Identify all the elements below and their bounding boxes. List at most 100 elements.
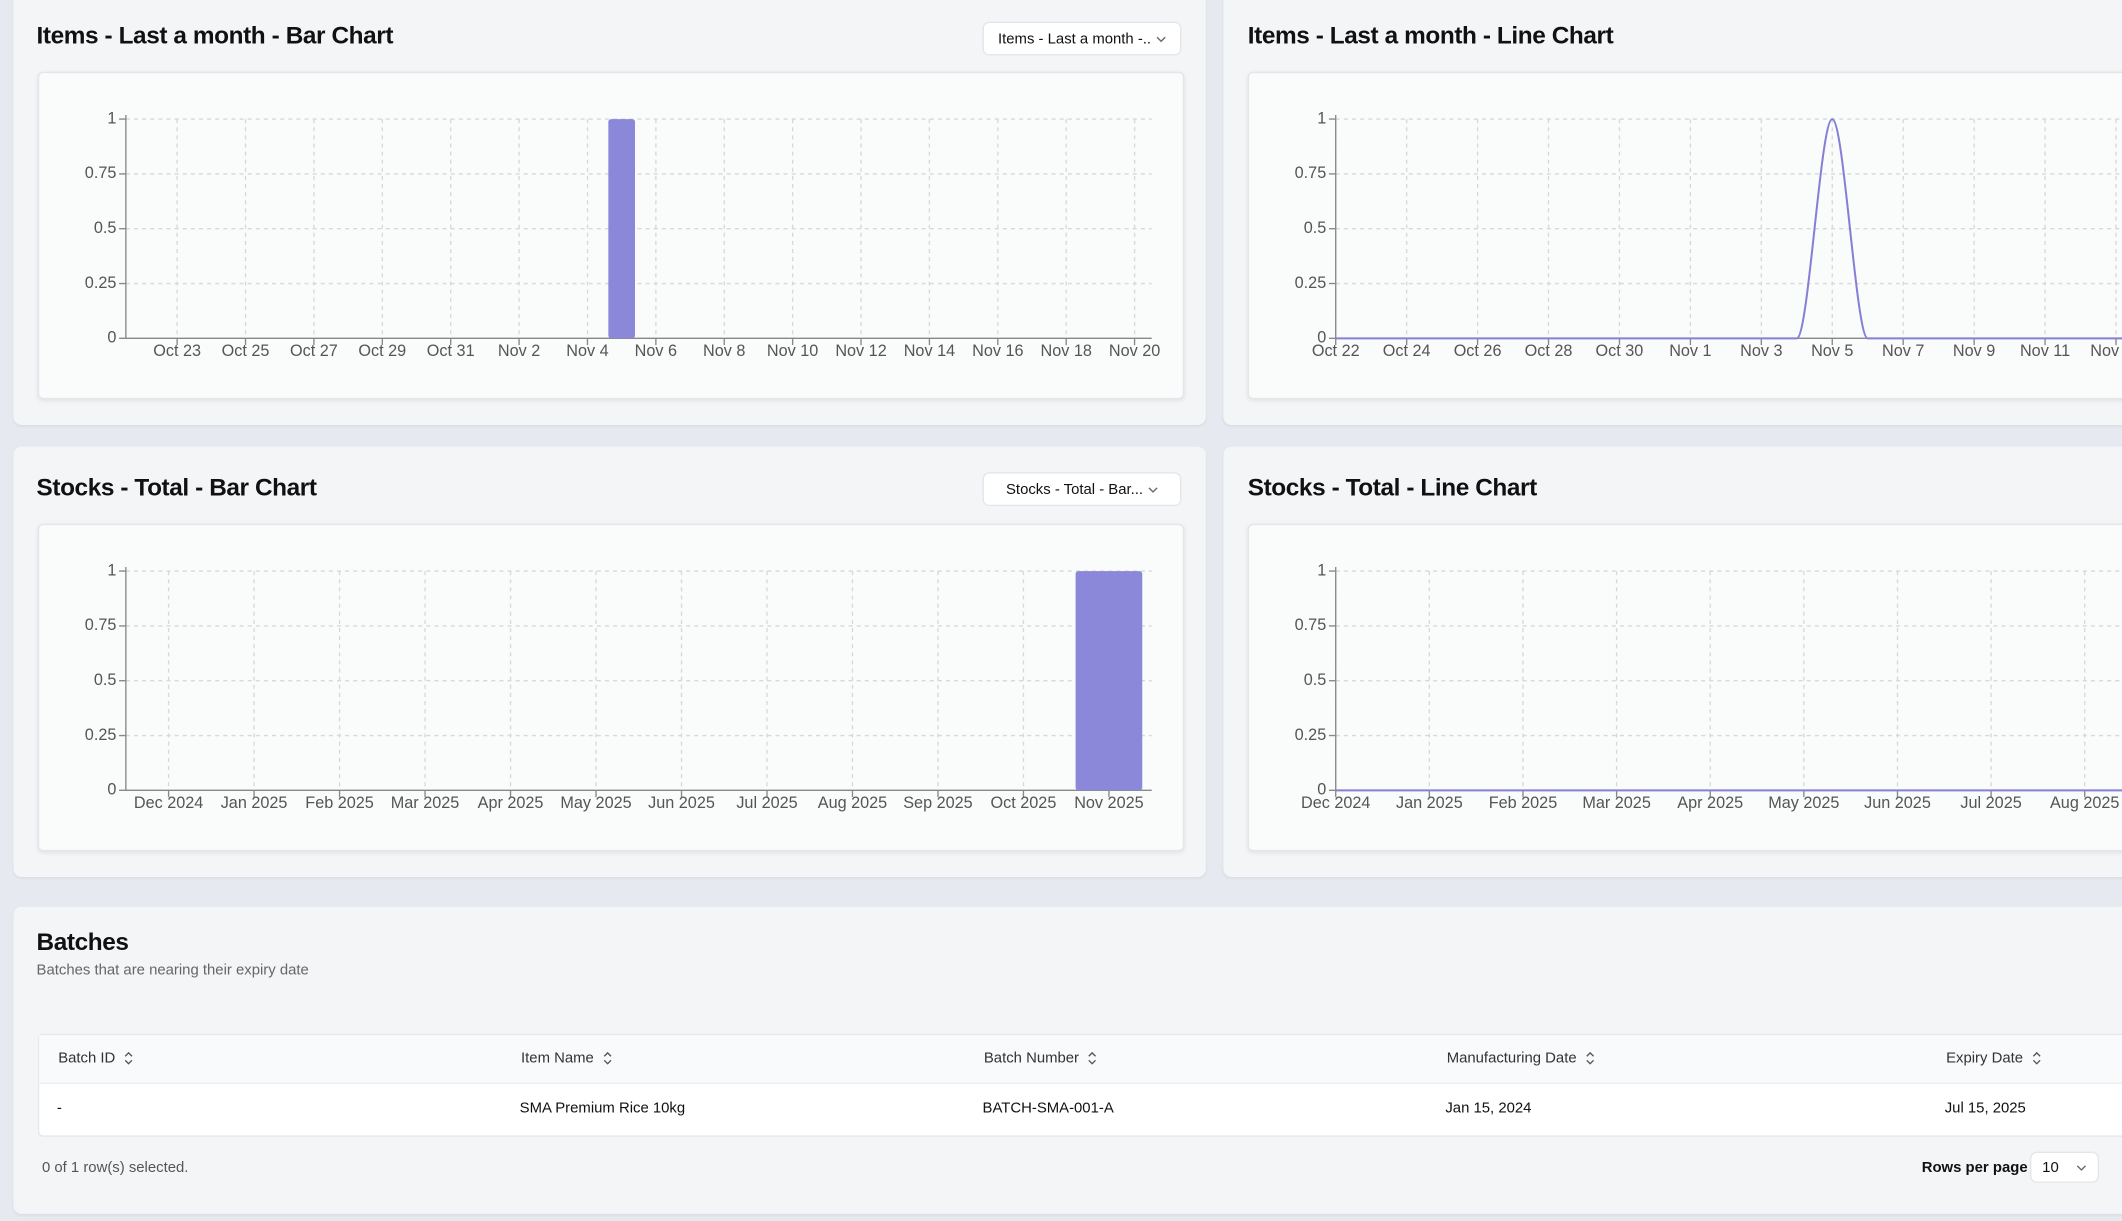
column-header[interactable]: Manufacturing Date (1447, 1050, 1596, 1066)
chart-card: 0 0.25 0.5 0.75 1 Oct 23 Oct 25 Oct 27 Oct 29 Oct… (37, 71, 1185, 400)
column-header-text: Batch Number (983, 1050, 1080, 1067)
x-tick-label: Nov 8 (703, 342, 745, 360)
x-tick-label: Mar 2025 (1582, 794, 1651, 812)
rows-per-page-value: 10 (2042, 1159, 2059, 1176)
table-cell: SMA Premium Rice 10kg (519, 1100, 686, 1117)
column-header-text: Expiry Date (1946, 1050, 2024, 1067)
chart: 0 0.25 0.5 0.75 1 Oct 23 Oct 25 Oct 27 Oct 29 Oct… (85, 109, 1160, 360)
x-tick-label: Nov 13 (2090, 342, 2122, 360)
x-tick-label: Dec 2024 (134, 794, 203, 812)
column-header[interactable]: Batch Number (984, 1050, 1098, 1066)
panel: Stocks - Total - Bar Chart Stocks - Tota… (13, 446, 1206, 877)
chart: 0 0.25 0.5 0.75 1 Dec 2024 Jan 2025 Feb 2025 Mar… (85, 561, 1152, 812)
x-tick-label: Mar 2025 (391, 794, 460, 812)
y-tick-label: 0 (1317, 781, 1326, 799)
x-tick-label: Oct 26 (1454, 342, 1502, 360)
y-tick-label: 0.75 (1295, 164, 1327, 182)
table-subtitle: Batches that are nearing their expiry da… (36, 962, 309, 979)
selection-count: 0 of 1 row(s) selected. (41, 1159, 189, 1177)
sort-arrows (124, 1051, 133, 1065)
x-tick-label: Oct 2025 (991, 794, 1057, 812)
y-tick-label: 0.75 (85, 616, 117, 634)
table: Batch ID Item Name Batch Number Manufacturi… (37, 1033, 2122, 1137)
x-tick-label: Feb 2025 (1489, 794, 1558, 812)
x-tick-label: Dec 2024 (1301, 794, 1370, 812)
sort-icon (603, 1051, 612, 1065)
y-tick-label: 1 (107, 109, 116, 127)
y-tick-label: 0.25 (85, 726, 117, 744)
sort-icon (1088, 1051, 1097, 1065)
rows-per-page-label: Rows per page (1921, 1159, 2028, 1177)
selector-text: Stocks - Total - Bar... (1006, 481, 1144, 498)
chart-selector[interactable]: Stocks - Total - Bar... (982, 472, 1182, 507)
y-tick-label: 0.5 (94, 219, 117, 237)
chart-title: Items - Last a month - Bar Chart (36, 21, 394, 49)
y-tick-label: 0.25 (85, 274, 117, 292)
chart-card: 0 0.25 0.5 0.75 1 Dec 2024 Jan 2025 Feb 2025 Mar… (37, 523, 1185, 852)
x-tick-label: Oct 24 (1383, 342, 1431, 360)
sort-arrows (2032, 1051, 2041, 1065)
sort-icon (1586, 1051, 1595, 1065)
chart-card: 0 0.25 0.5 0.75 1 Dec 2024 Jan 2025 Feb 2025 Mar… (1247, 523, 2122, 852)
table-cell: BATCH-SMA-001-A (982, 1100, 1114, 1117)
x-tick-label: Jun 2025 (648, 794, 715, 812)
x-tick-label: Nov 1 (1669, 342, 1711, 360)
y-tick-label: 0 (1317, 329, 1326, 347)
x-tick-label: Nov 10 (767, 342, 818, 360)
x-tick-label: Nov 2 (498, 342, 540, 360)
sort-icon (2032, 1051, 2041, 1065)
chart-selector[interactable]: Items - Last a month -.. (982, 21, 1182, 56)
x-tick-label: Oct 28 (1525, 342, 1573, 360)
column-header[interactable]: Item Name (521, 1050, 613, 1066)
y-tick-label: 1 (107, 561, 116, 579)
sort-arrows (1088, 1051, 1097, 1065)
x-tick-label: Feb 2025 (305, 794, 374, 812)
chart-title: Items - Last a month - Line Chart (1247, 21, 1614, 49)
x-tick-label: Jan 2025 (221, 794, 288, 812)
chart-title: Stocks - Total - Line Chart (1247, 473, 1537, 501)
chevron (1155, 36, 1166, 42)
x-tick-label: Nov 9 (1953, 342, 1995, 360)
column-header[interactable]: Expiry Date (1946, 1050, 2042, 1066)
x-tick-label: Oct 25 (222, 342, 270, 360)
chevron (1148, 486, 1158, 493)
y-tick-label: 0.25 (1295, 726, 1327, 744)
y-tick-label: 0.25 (1295, 274, 1327, 292)
x-tick-label: Apr 2025 (1677, 794, 1743, 812)
chart-title: Stocks - Total - Bar Chart (36, 473, 317, 501)
y-tick-label: 0 (107, 329, 116, 347)
table-cell: - (56, 1100, 62, 1117)
x-tick-label: Nov 3 (1740, 342, 1782, 360)
y-tick-label: 0 (107, 781, 116, 799)
selector-text: Items - Last a month -.. (998, 30, 1152, 47)
y-tick-label: 0.5 (94, 671, 117, 689)
x-tick-label: May 2025 (560, 794, 631, 812)
column-header-text: Item Name (521, 1050, 594, 1067)
panel: Stocks - Total - Line Chart 0 0.25 0.5 0.75… (1223, 446, 2122, 877)
x-tick-label: Nov 11 (2020, 342, 2070, 360)
y-tick-label: 1 (1317, 561, 1326, 579)
column-header[interactable]: Batch ID (58, 1050, 134, 1066)
x-tick-label: Aug 2025 (818, 794, 887, 812)
bar (1075, 571, 1143, 791)
x-tick-label: Jul 2025 (1960, 794, 2021, 812)
x-tick-label: Nov 18 (1040, 342, 1091, 360)
sort-arrows (1586, 1051, 1595, 1065)
column-header-text: Manufacturing Date (1446, 1050, 1577, 1067)
table-cell: Jul 15, 2025 (1944, 1100, 2026, 1117)
panel: Items - Last a month - Bar Chart Items -… (13, 0, 1206, 425)
sort-arrows (603, 1051, 612, 1065)
x-tick-label: Nov 20 (1109, 342, 1160, 360)
line (1335, 789, 2122, 792)
x-tick-label: Jan 2025 (1396, 794, 1463, 812)
y-tick-label: 0.5 (1304, 219, 1327, 237)
rows-per-page-select[interactable]: 10 (2029, 1151, 2099, 1183)
x-tick-label: May 2025 (1768, 794, 1839, 812)
table-title: Batches (36, 928, 129, 956)
x-tick-label: Nov 4 (566, 342, 608, 360)
x-tick-label: Aug 2025 (2050, 794, 2119, 812)
y-tick-label: 0.5 (1304, 671, 1327, 689)
chart-card: 0 0.25 0.5 0.75 1 Oct 22 Oct 24 Oct 26 Oct 28 Oct… (1247, 71, 2122, 400)
